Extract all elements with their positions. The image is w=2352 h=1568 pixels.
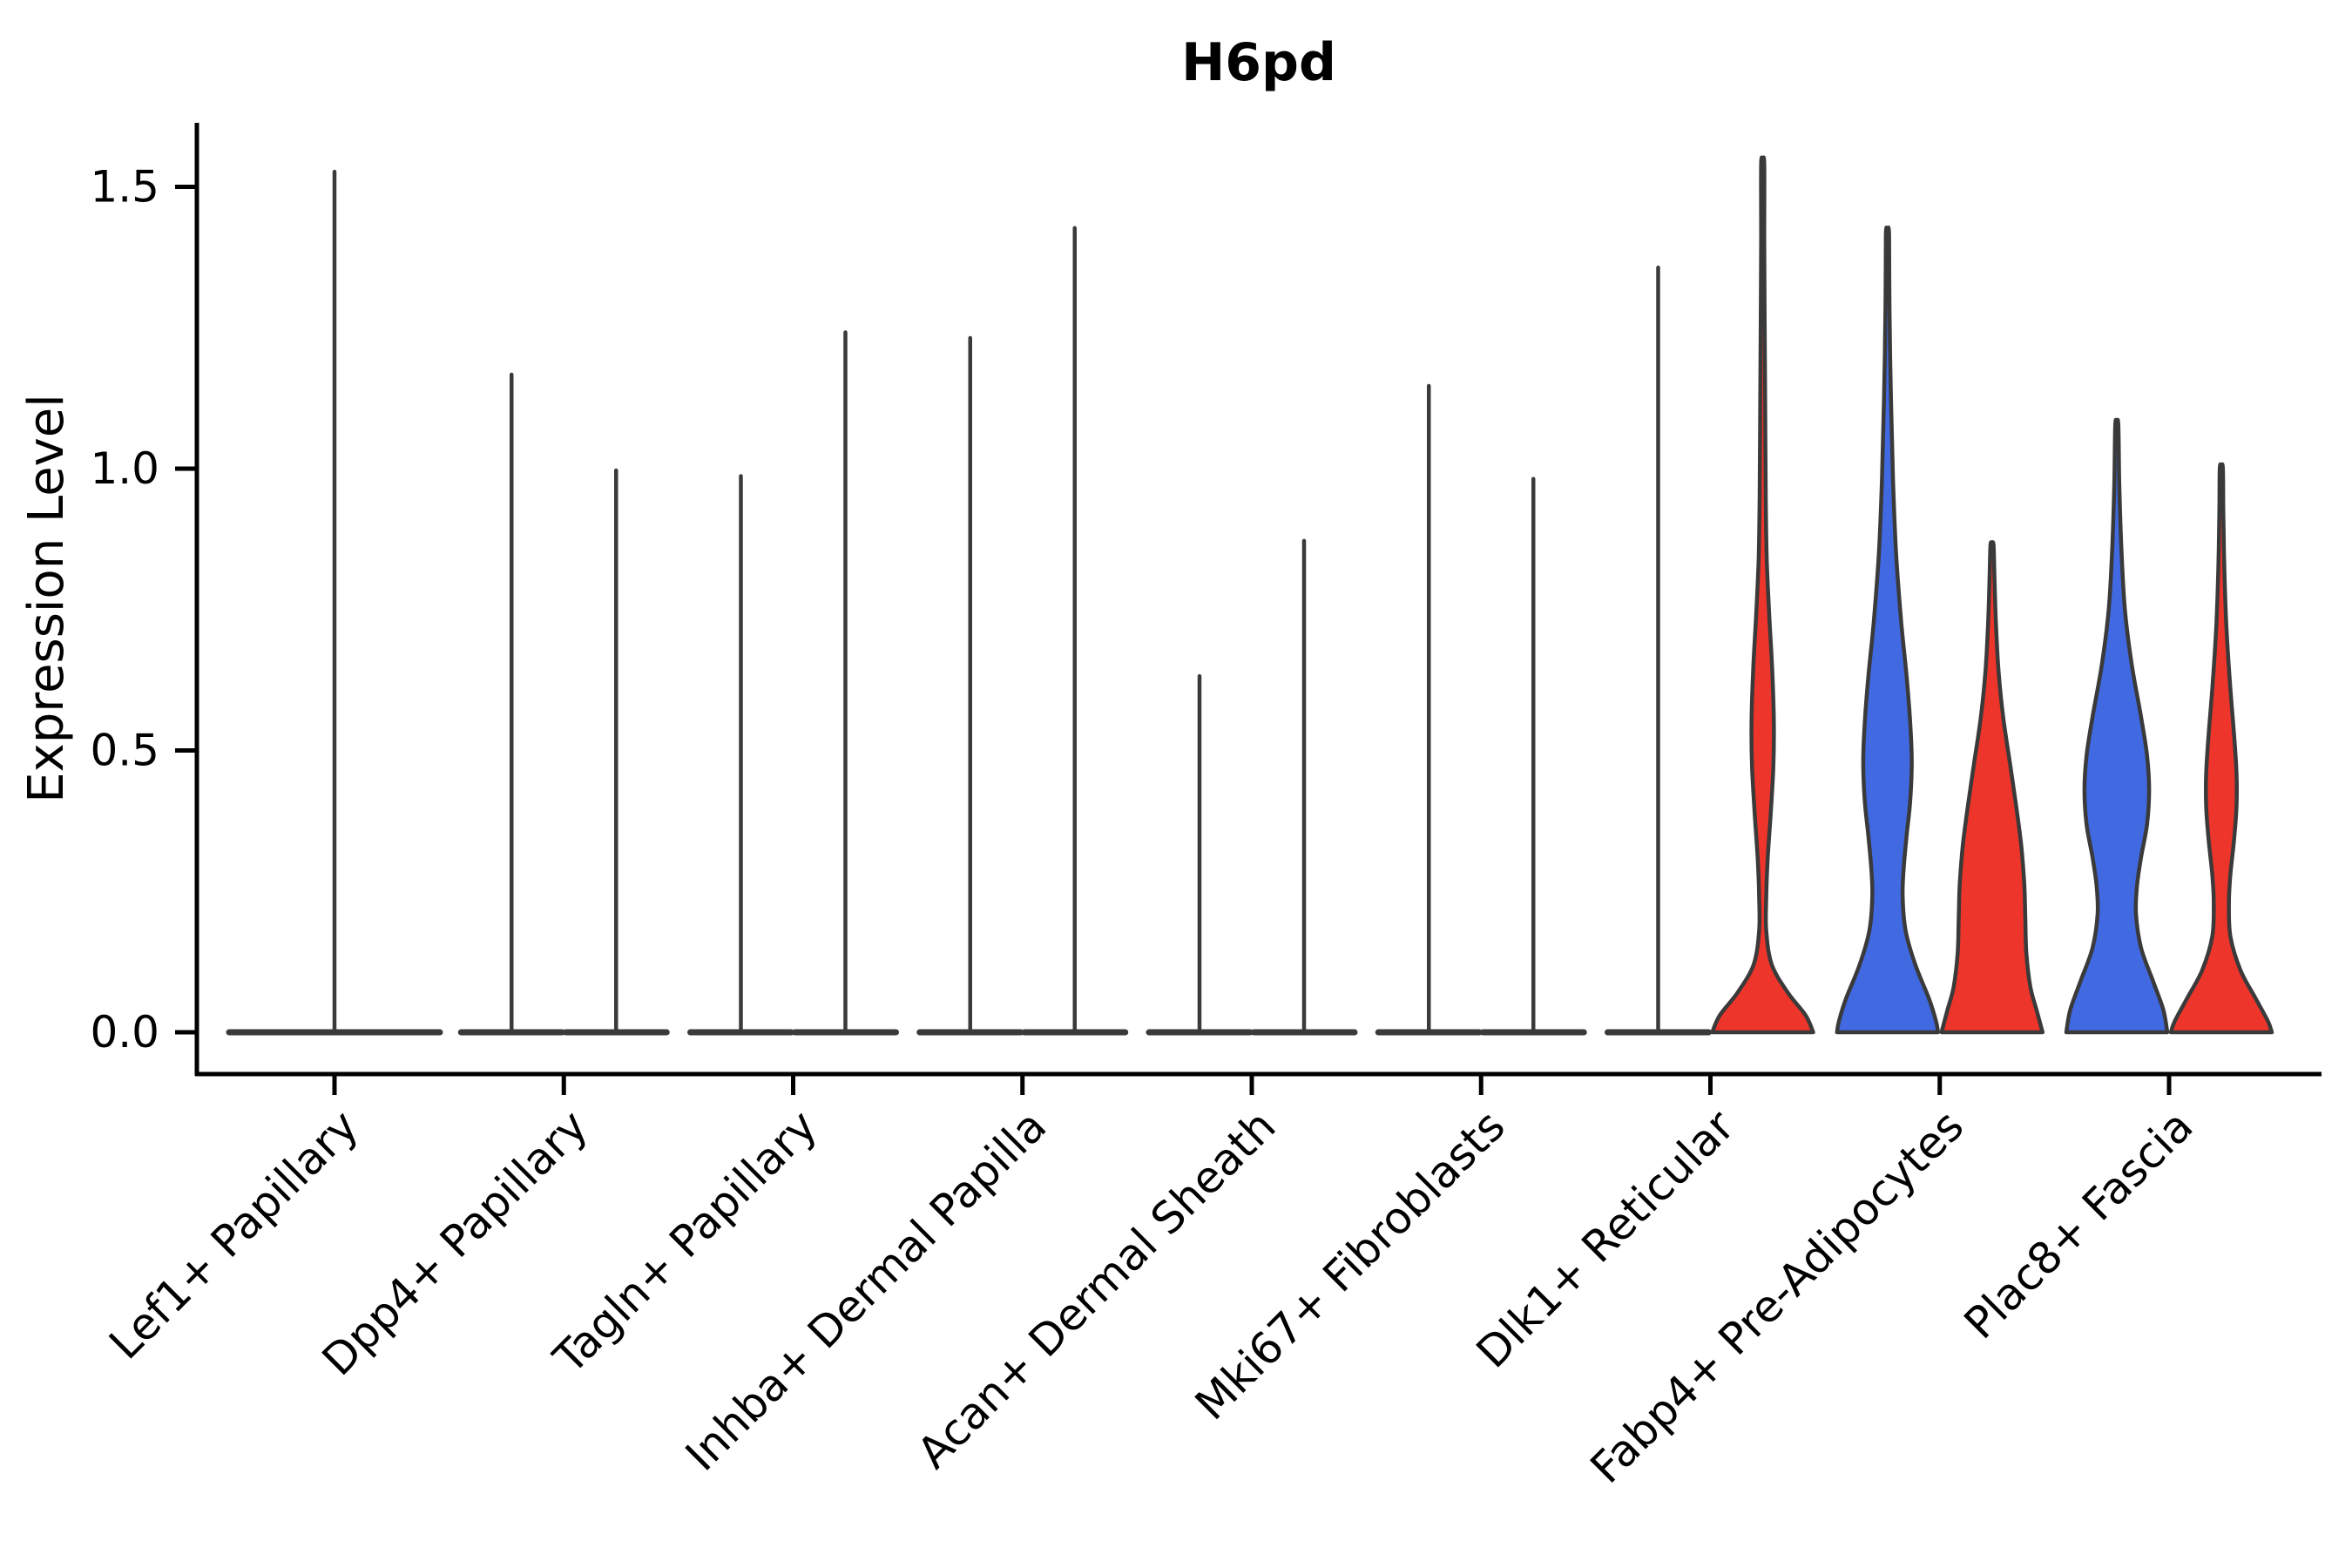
violin-fabp4-pre-adipocytes-red — [1939, 540, 2045, 1035]
violin-plac8-fascia-red — [2168, 462, 2274, 1035]
violin-dlk1-reticular-blue — [1605, 265, 1712, 1036]
violin-tagln-papillary-red — [792, 330, 899, 1036]
violin-mki67-fibroblasts-blue — [1375, 383, 1483, 1036]
y-tick-label-1.0: 1.0 — [90, 443, 159, 494]
y-tick-label-1.5: 1.5 — [90, 162, 159, 213]
violin-plac8-fascia-blue — [2064, 417, 2170, 1035]
y-axis-label: Expression Level — [18, 394, 75, 803]
violin-tagln-papillary-blue — [687, 474, 794, 1036]
chart-title: H6pd — [1181, 32, 1336, 93]
violin-group — [226, 155, 2274, 1036]
y-tick-label-0.0: 0.0 — [90, 1007, 159, 1058]
violin-acan-dermal-sheath-blue — [1146, 673, 1254, 1036]
y-tick-label-0.5: 0.5 — [90, 726, 159, 776]
violin-fabp4-pre-adipocytes-blue — [1835, 225, 1941, 1035]
violin-dpp4-papillary-blue — [457, 372, 565, 1036]
violin-inhba-dermal-papilla-red — [1021, 226, 1129, 1036]
violin-lef1-papillary — [226, 169, 443, 1036]
violin-mki67-fibroblasts-red — [1479, 476, 1587, 1036]
axes — [175, 123, 2322, 1095]
violin-dpp4-papillary-red — [562, 468, 670, 1036]
violin-inhba-dermal-papilla-blue — [916, 335, 1024, 1036]
violin-acan-dermal-sheath-red — [1250, 538, 1358, 1036]
violin-dlk1-reticular-red — [1710, 155, 1815, 1035]
y-axis-tick-labels: 0.0 0.5 1.0 1.5 — [90, 162, 159, 1058]
